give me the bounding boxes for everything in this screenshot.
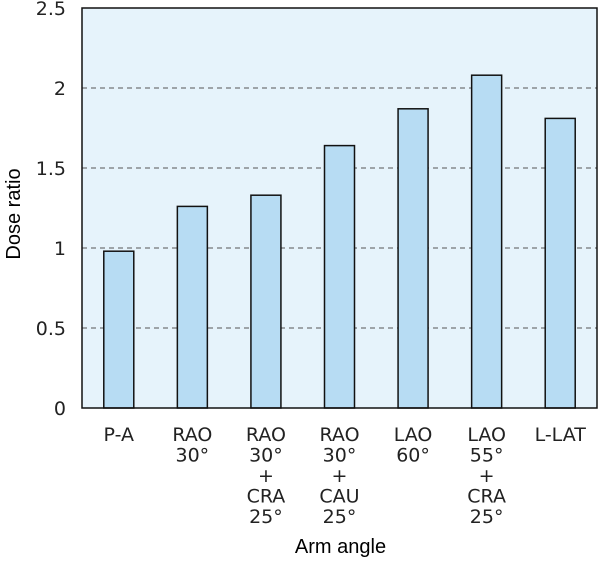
x-tick-label: + (258, 465, 274, 487)
x-tick-label: 30° (176, 445, 210, 467)
x-tick-label: CRA (467, 486, 506, 508)
bar (470, 74, 503, 409)
x-tick-label: RAO (172, 424, 212, 446)
x-axis-title: Arm angle (295, 536, 386, 558)
x-tick-label: + (332, 465, 348, 487)
x-tick-label: 55° (470, 445, 504, 467)
y-tick-label: 0 (54, 398, 66, 420)
x-tick-label: LAO (467, 424, 506, 446)
x-tick-label: 30° (323, 445, 357, 467)
bar (323, 144, 356, 409)
bar (176, 205, 209, 409)
y-tick-label: 2 (54, 78, 66, 100)
x-tick-label: 25° (323, 506, 357, 528)
x-tick-label: 25° (470, 506, 504, 528)
bars (103, 74, 576, 409)
x-tick-label: L-LAT (535, 424, 587, 446)
x-tick-label: 60° (396, 445, 430, 467)
x-tick-label: 25° (249, 506, 283, 528)
x-tick-label: CRA (247, 486, 286, 508)
bar (397, 108, 429, 409)
bar (103, 250, 135, 409)
x-tick-label: RAO (246, 424, 286, 446)
x-tick-label: P-A (104, 424, 134, 446)
y-axis-ticks: 0 0.5 1 1.5 2 2.5 (36, 0, 66, 420)
x-tick-label: CAU (319, 486, 359, 508)
plot-frame (81, 7, 598, 409)
y-tick-label: 1 (54, 238, 66, 260)
x-tick-label: RAO (319, 424, 359, 446)
x-tick-label: 30° (249, 445, 283, 467)
y-axis-title: Dose ratio (3, 168, 25, 259)
y-tick-label: 2.5 (36, 0, 66, 20)
y-tick-label: 0.5 (36, 318, 66, 340)
bar (544, 117, 576, 409)
x-axis-tick-labels: P-A RAO30°RAO30°+CRA25°RAO30°+CAU25°LAO60… (104, 424, 587, 528)
y-tick-label: 1.5 (36, 158, 66, 180)
x-tick-label: LAO (394, 424, 433, 446)
bar (250, 194, 282, 409)
x-tick-label: + (479, 465, 495, 487)
gridlines (82, 87, 597, 329)
